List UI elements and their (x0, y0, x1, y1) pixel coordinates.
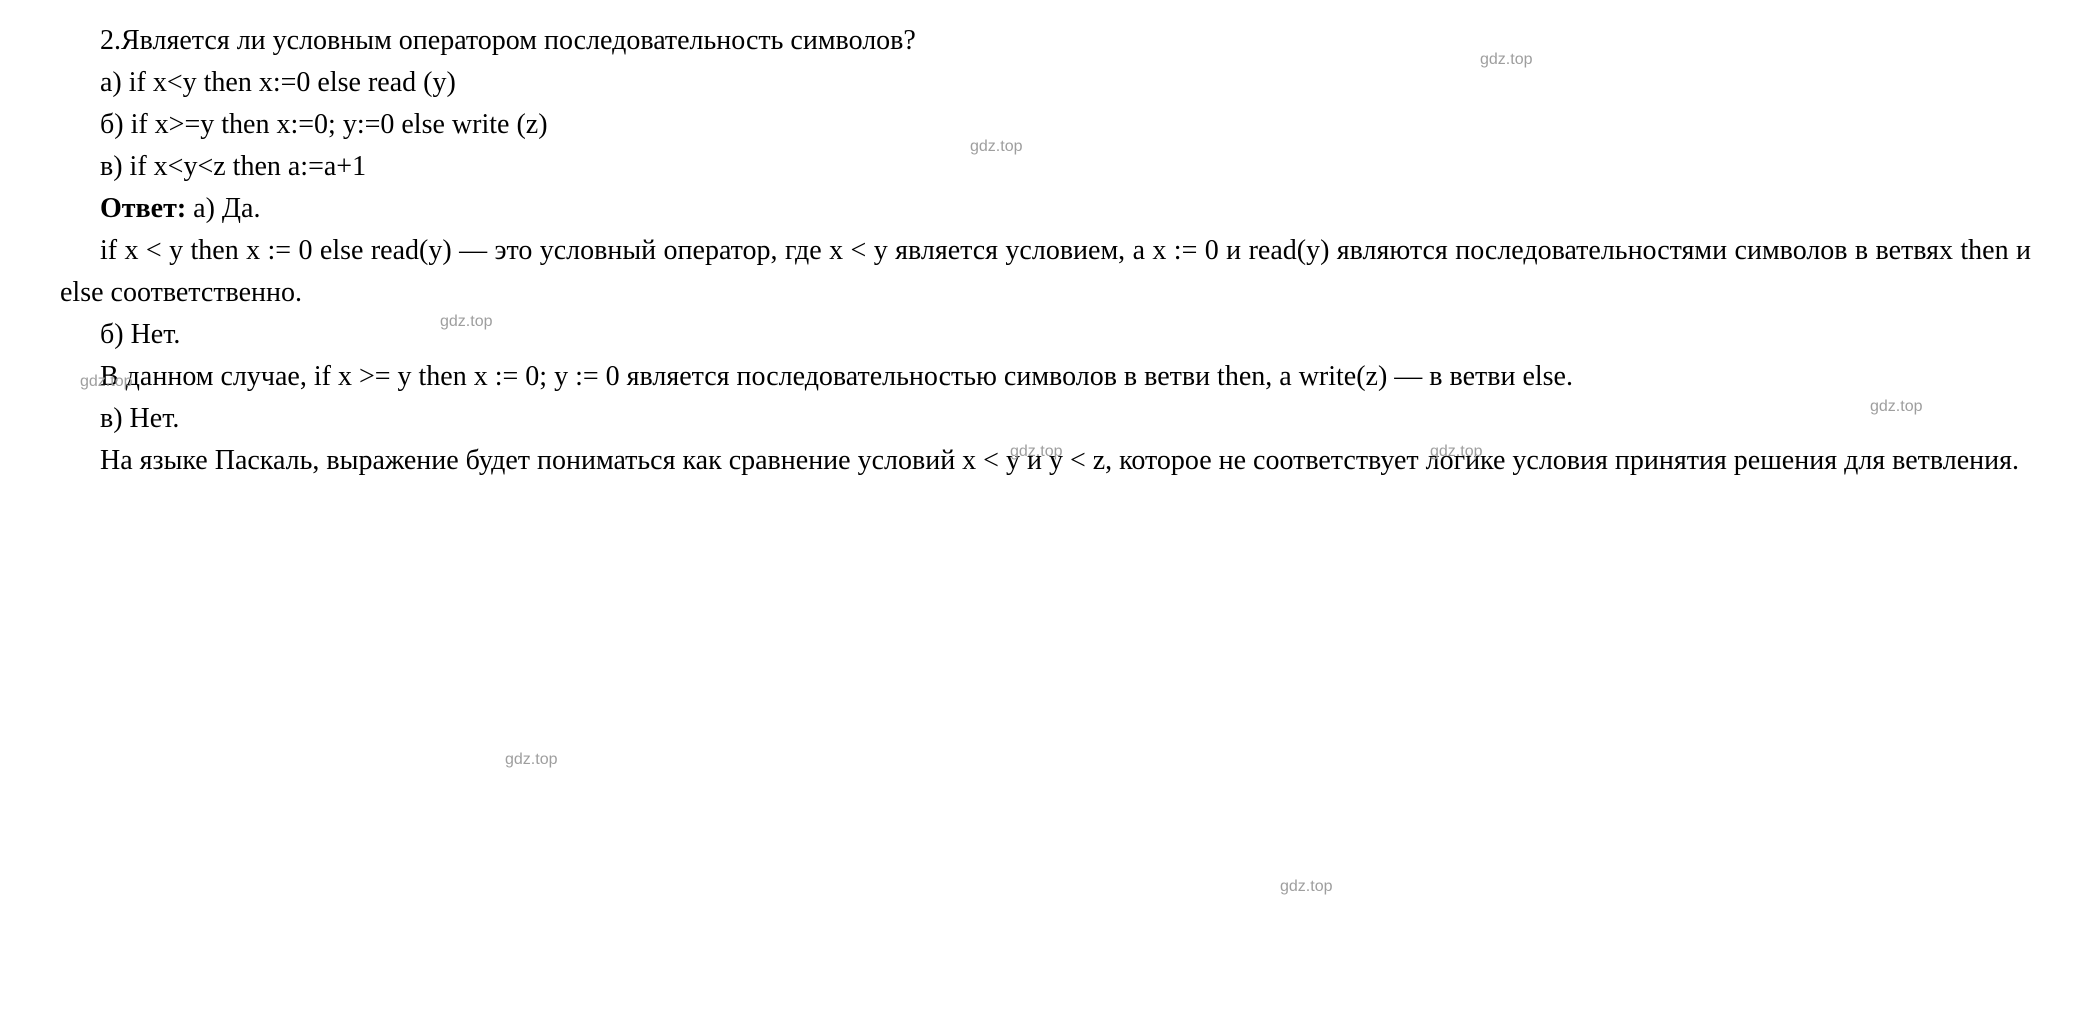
answer-b-explanation: В данном случае, if x >= y then x := 0; … (60, 356, 2031, 398)
answer-a-label: а) Да. (186, 193, 260, 224)
option-a: а) if x<y then x:=0 else read (y) (60, 62, 2031, 104)
answer-a-explanation: if x < y then x := 0 else read(y) — это … (60, 230, 2031, 314)
watermark-text: gdz.top (1280, 875, 1332, 899)
option-b: б) if x>=y then x:=0; y:=0 else write (z… (60, 104, 2031, 146)
answer-c-label: в) Нет. (60, 398, 2031, 440)
answer-b-label: б) Нет. (60, 314, 2031, 356)
watermark-text: gdz.top (505, 748, 557, 772)
answer-line-a: Ответ: а) Да. (60, 188, 2031, 230)
answer-c-explanation: На языке Паскаль, выражение будет понима… (60, 440, 2031, 482)
option-c: в) if x<y<z then a:=a+1 (60, 146, 2031, 188)
answer-label: Ответ: (100, 193, 186, 224)
question-text: 2.Является ли условным оператором послед… (60, 20, 2031, 62)
